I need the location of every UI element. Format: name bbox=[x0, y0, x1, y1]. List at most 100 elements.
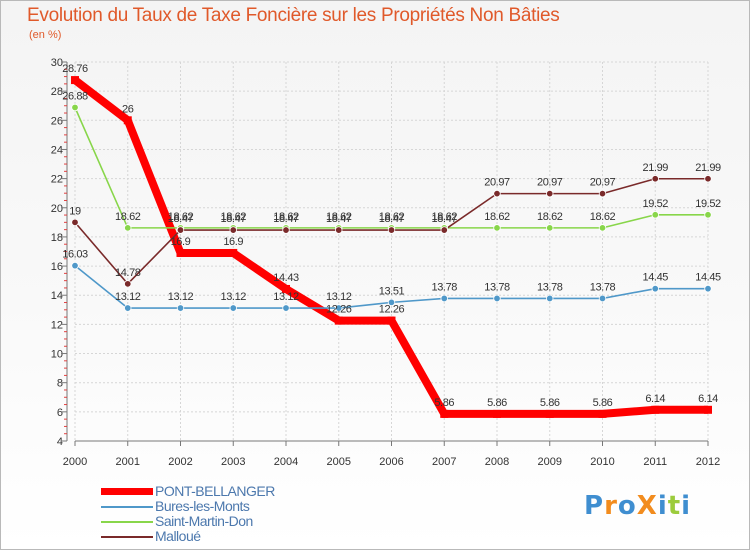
x-tick-label: 2008 bbox=[485, 456, 509, 468]
x-tick-label: 2005 bbox=[327, 456, 351, 468]
data-label: 18.47 bbox=[220, 213, 246, 225]
data-label: 14.43 bbox=[273, 272, 299, 284]
data-label: 13.12 bbox=[168, 291, 194, 303]
data-point bbox=[440, 409, 449, 418]
data-point bbox=[71, 76, 79, 85]
data-label: 14.45 bbox=[695, 272, 721, 284]
legend-label: Malloué bbox=[155, 528, 201, 544]
data-label: 14.78 bbox=[115, 267, 141, 279]
y-tick-label: 30 bbox=[51, 57, 63, 69]
data-point bbox=[124, 280, 132, 288]
data-label: 5.86 bbox=[434, 397, 454, 409]
data-label: 26 bbox=[122, 103, 134, 115]
data-label: 18.62 bbox=[379, 211, 405, 223]
data-point bbox=[335, 226, 343, 234]
data-label: 18.47 bbox=[379, 213, 405, 225]
data-label: 20.97 bbox=[590, 177, 616, 189]
data-point bbox=[335, 304, 343, 312]
y-tick-label: 6 bbox=[57, 407, 63, 419]
data-point bbox=[704, 405, 712, 414]
data-point bbox=[176, 304, 185, 312]
data-point bbox=[229, 248, 238, 257]
data-point bbox=[598, 294, 607, 303]
data-label: 13.78 bbox=[431, 281, 457, 293]
y-tick-label: 24 bbox=[51, 144, 63, 156]
legend-label: PONT-BELLANGER bbox=[155, 483, 275, 499]
y-tick-label: 14 bbox=[51, 290, 63, 302]
logo-letter: i bbox=[657, 491, 668, 521]
data-label: 18.47 bbox=[431, 213, 457, 225]
legend-label: Bures-les-Monts bbox=[155, 498, 250, 514]
data-point bbox=[651, 211, 659, 219]
data-label: 21.99 bbox=[642, 162, 668, 174]
legend-swatch bbox=[101, 505, 153, 508]
data-label: 5.86 bbox=[540, 397, 560, 409]
data-label: 16.03 bbox=[62, 249, 88, 261]
data-point bbox=[123, 116, 132, 125]
data-label: 13.12 bbox=[115, 291, 141, 303]
data-label: 18.62 bbox=[431, 211, 457, 223]
data-point bbox=[598, 224, 607, 232]
data-point bbox=[651, 175, 659, 183]
y-tick-label: 26 bbox=[51, 115, 63, 127]
data-label: 13.12 bbox=[326, 291, 352, 303]
logo-letter: i bbox=[681, 491, 692, 521]
data-label: 26.88 bbox=[62, 90, 88, 102]
legend: PONT-BELLANGER Bures-les-Monts Saint-Marti… bbox=[101, 484, 275, 544]
x-tick-label: 2002 bbox=[168, 456, 192, 468]
data-label: 19.52 bbox=[695, 198, 721, 210]
y-tick-label: 8 bbox=[57, 378, 63, 390]
legend-item: Malloué bbox=[101, 529, 275, 544]
data-label: 18.62 bbox=[590, 211, 616, 223]
data-point bbox=[229, 226, 237, 234]
logo-letter: X bbox=[636, 491, 658, 521]
chart-title: Evolution du Taux de Taxe Foncière sur l… bbox=[27, 5, 560, 26]
logo-letter: t bbox=[667, 491, 682, 521]
data-point bbox=[440, 294, 448, 303]
legend-item: Saint-Martin-Don bbox=[101, 514, 275, 529]
data-point bbox=[493, 224, 501, 232]
data-label: 28.76 bbox=[62, 63, 88, 75]
data-label: 12.26 bbox=[326, 304, 352, 316]
data-label: 13.78 bbox=[590, 281, 616, 293]
y-tick-label: 4 bbox=[57, 436, 63, 448]
data-point bbox=[282, 284, 290, 293]
data-point bbox=[651, 284, 659, 293]
data-point bbox=[387, 298, 396, 307]
data-point bbox=[704, 284, 712, 293]
legend-swatch bbox=[101, 488, 153, 495]
data-point bbox=[282, 226, 290, 234]
data-label: 21.99 bbox=[695, 162, 721, 174]
data-label: 18.62 bbox=[537, 211, 563, 223]
data-point bbox=[704, 211, 712, 219]
y-tick-label: 28 bbox=[51, 86, 63, 98]
proxiti-logo: ProXiti bbox=[584, 491, 691, 521]
data-point bbox=[493, 189, 501, 198]
x-tick-label: 2006 bbox=[379, 456, 403, 468]
data-point bbox=[387, 316, 396, 325]
x-tick-label: 2007 bbox=[432, 456, 456, 468]
data-label: 18.62 bbox=[220, 211, 246, 223]
data-point bbox=[545, 409, 554, 418]
data-point bbox=[229, 304, 237, 312]
legend-label: Saint-Martin-Don bbox=[155, 513, 253, 529]
data-label: 18.62 bbox=[115, 211, 141, 223]
data-label: 19 bbox=[69, 205, 81, 217]
x-tick-label: 2011 bbox=[643, 456, 667, 468]
data-label: 12.26 bbox=[379, 304, 405, 316]
y-tick-label: 20 bbox=[51, 203, 63, 215]
x-tick-label: 2003 bbox=[221, 456, 245, 468]
data-point bbox=[176, 248, 185, 257]
data-point bbox=[124, 304, 132, 312]
data-label: 5.86 bbox=[487, 397, 507, 409]
data-label: 5.86 bbox=[593, 397, 613, 409]
data-label: 18.47 bbox=[326, 213, 352, 225]
data-point bbox=[598, 409, 607, 418]
data-label: 13.78 bbox=[537, 281, 563, 293]
y-tick-label: 12 bbox=[51, 319, 63, 331]
y-tick-label: 16 bbox=[51, 261, 63, 273]
data-label: 18.62 bbox=[326, 211, 352, 223]
data-point bbox=[334, 316, 343, 325]
data-label: 20.97 bbox=[484, 177, 510, 189]
